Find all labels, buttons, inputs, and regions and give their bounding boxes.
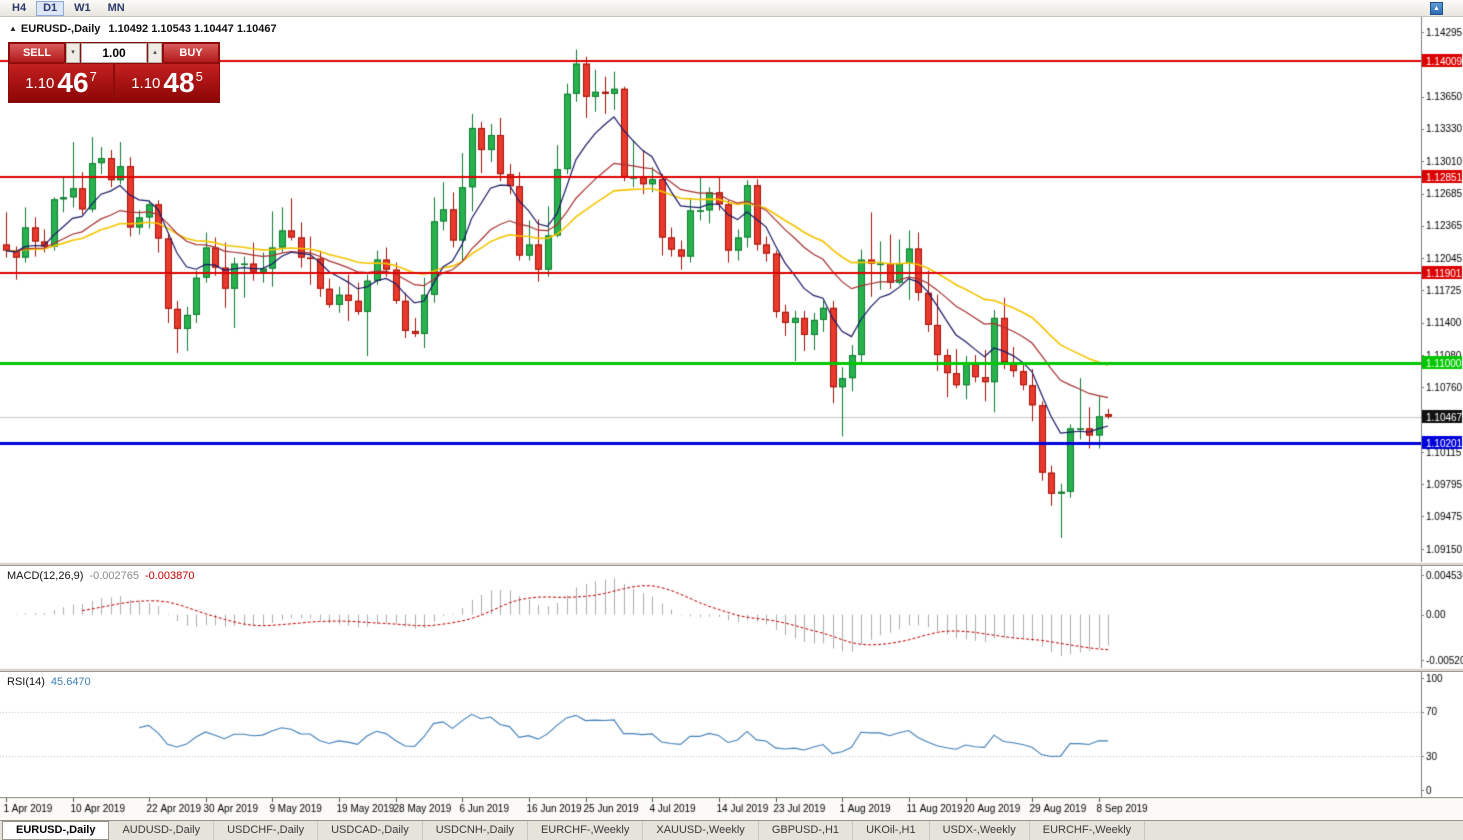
trade-panel-header-row: SELL ▾ ▴ BUY [9, 43, 219, 63]
chart-title: ▲ EURUSD-,Daily 1.10492 1.10543 1.10447 1.… [9, 23, 277, 35]
sell-button[interactable]: SELL [9, 43, 65, 63]
ask-price-big: 48 [163, 67, 195, 98]
ask-price-prefix: 1.10 [131, 74, 161, 92]
timeframe-w1-button[interactable]: W1 [67, 1, 98, 16]
macd-name: MACD(12,26,9) [7, 570, 84, 582]
chart-tab[interactable]: USDCNH-,Daily [423, 821, 528, 840]
macd-panel-canvas[interactable] [0, 566, 1463, 668]
chart-tab[interactable]: EURUSD-,Daily [2, 821, 110, 840]
chart-tab[interactable]: USDCHF-,Daily [214, 821, 319, 840]
chart-tab[interactable]: USDCAD-,Daily [318, 821, 423, 840]
chart-tab[interactable]: EURCHF-,Weekly [1030, 821, 1146, 840]
chart-ohlc-label: 1.10492 1.10543 1.10447 1.10467 [108, 23, 277, 35]
volume-input[interactable] [81, 43, 147, 63]
price-chart-canvas[interactable] [0, 17, 1463, 562]
ask-price-pip: 5 [195, 69, 203, 84]
bid-price-prefix: 1.10 [25, 74, 55, 92]
macd-value: -0.002765 [89, 570, 139, 582]
chart-tab[interactable]: EURCHF-,Weekly [528, 821, 644, 840]
rsi-panel-divider[interactable] [0, 668, 1463, 672]
trade-panel-prices-row: 1.10 46 7 1.10 48 5 [9, 64, 219, 102]
rsi-name: RSI(14) [7, 676, 45, 688]
timeframe-h4-button[interactable]: H4 [5, 1, 33, 16]
chart-tab[interactable]: XAUUSD-,Weekly [643, 821, 759, 840]
timeframe-toolbar: H4 D1 W1 MN ▲ [0, 0, 1463, 17]
timeframe-d1-button[interactable]: D1 [36, 0, 65, 16]
one-click-collapse-icon[interactable]: ▲ [9, 24, 17, 33]
chart-tab[interactable]: GBPUSD-,H1 [759, 821, 854, 840]
chart-window: ▲ EURUSD-,Daily 1.10492 1.10543 1.10447 1.… [0, 17, 1463, 820]
toolbar-overflow-icon[interactable]: ▲ [1430, 2, 1443, 15]
chart-tab[interactable]: AUDUSD-,Daily [109, 821, 215, 840]
macd-panel-divider[interactable] [0, 562, 1463, 566]
time-axis[interactable] [0, 797, 1463, 820]
macd-indicator-label: MACD(12,26,9) -0.002765 -0.003870 [7, 570, 195, 582]
volume-decrease-button[interactable]: ▾ [66, 43, 80, 63]
ask-price-display[interactable]: 1.10 48 5 [115, 64, 219, 102]
chart-symbol-label: EURUSD-,Daily [20, 23, 101, 35]
macd-signal-value: -0.003870 [144, 570, 195, 582]
rsi-value: 45.6470 [50, 676, 91, 688]
bid-price-big: 46 [57, 67, 89, 98]
timeframe-mn-button[interactable]: MN [101, 1, 132, 16]
buy-button[interactable]: BUY [163, 43, 219, 63]
bid-price-pip: 7 [89, 69, 97, 84]
chart-tab[interactable]: USDX-,Weekly [930, 821, 1030, 840]
rsi-panel-canvas[interactable] [0, 672, 1463, 797]
volume-increase-button[interactable]: ▴ [148, 43, 162, 63]
rsi-indicator-label: RSI(14) 45.6470 [7, 676, 91, 688]
bid-price-display[interactable]: 1.10 46 7 [9, 64, 113, 102]
chart-tab[interactable]: UKOil-,H1 [853, 821, 930, 840]
chart-tab-bar: EURUSD-,Daily AUDUSD-,Daily USDCHF-,Dail… [0, 820, 1463, 840]
